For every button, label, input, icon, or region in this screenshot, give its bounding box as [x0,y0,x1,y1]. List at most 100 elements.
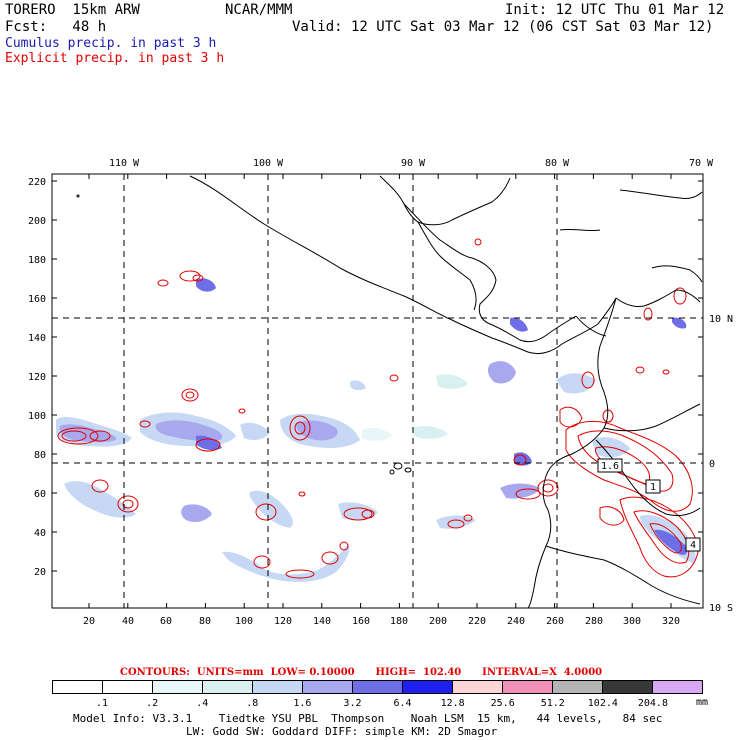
precip-contour [474,238,482,246]
plot-frame [51,173,704,609]
precip-contour [238,408,246,414]
precip-contour [619,496,699,578]
latlon-grid [52,174,703,608]
precip-area [514,452,532,466]
precip-contour [559,406,583,428]
contour-label-box [685,537,701,552]
x-tick-label: 220 [468,616,486,627]
precip-contour [61,430,87,442]
precip-area [487,361,516,384]
precip-contour [117,495,139,513]
color-legend [52,680,703,694]
contour-info: CONTOURS: UNITS=mm LOW= 0.10000 HIGH= 10… [120,667,603,678]
x-tick-label: 160 [352,616,370,627]
precip-area [338,502,378,520]
model-info-line1: Model Info: V3.3.1 Tiedtke YSU PBL Thomp… [73,712,663,725]
coastline [559,228,601,232]
coastline [651,265,703,283]
y-tick-label: 60 [34,489,46,500]
precip-contour [285,569,315,579]
precip-contour [321,551,339,565]
precip-contour [581,371,595,389]
precip-area [412,426,448,439]
y-tick-label: 180 [28,255,46,266]
x-tick-label: 40 [122,616,134,627]
precip-area [155,420,223,441]
legend-label: 3.2 [343,698,362,709]
precip-contour [195,438,221,452]
legend-swatch [53,681,103,693]
precip-contour [361,509,375,519]
coastline [417,221,477,311]
precip-area [672,317,687,329]
explicit-caption: Explicit precip. in past 3 h [5,51,225,66]
precip-contour [294,421,306,435]
legend-swatch [503,681,553,693]
legend-label: 102.4 [587,698,618,709]
legend-swatch [553,681,603,693]
x-tick-label: 320 [662,616,680,627]
contour-label: 1 [650,482,656,493]
y-tick-label: 120 [28,372,46,383]
y-tick-label: 40 [34,528,46,539]
precip-area [362,428,392,441]
precip-contour [565,421,693,512]
cumulus-precip-areas [56,278,696,582]
precip-contour [255,503,277,521]
coastline [619,189,703,199]
precip-area [350,380,366,391]
legend-swatch [353,681,403,693]
forecast-hour: Fcst: 48 h [5,19,107,35]
precip-contour [447,519,465,529]
x-tick-label: 120 [274,616,292,627]
coastline [603,403,701,432]
legend-label: .4 [196,698,209,709]
precip-contour [139,420,151,428]
precip-contour [298,491,306,497]
y-tick-label: 20 [34,567,46,578]
lon-label: 80 W [545,158,570,169]
x-tick-label: 200 [429,616,447,627]
x-tick-label: 240 [507,616,525,627]
y-tick-label: 200 [28,216,46,227]
x-tick-label: 260 [546,616,564,627]
precip-area [510,317,528,332]
contour-label-box [645,479,661,494]
legend-label: 1.6 [293,698,312,709]
precip-area [59,424,117,443]
precip-area [556,373,596,394]
precip-area [296,420,338,441]
legend-label: 51.2 [540,698,565,709]
legend-swatch [653,681,702,693]
legend-label: 204.8 [637,698,668,709]
tick-marks [52,174,703,608]
precip-contour [192,274,204,282]
coastline [393,462,403,470]
explicit-precip-contours [57,238,699,579]
lat-label: 10 S [709,603,733,614]
precip-area [222,544,350,582]
y-tick-label: 220 [28,177,46,188]
org-label: NCAR/MMM [225,2,293,18]
precip-contour [91,479,109,493]
y-axis: 220 200 180 160 140 120 100 80 60 40 20 [28,177,46,578]
lon-label: 70 W [689,158,714,169]
precip-contour [515,488,541,500]
precip-area [196,278,216,292]
legend-swatch [203,681,253,693]
lon-label: 110 W [109,158,140,169]
x-tick-label: 300 [623,616,641,627]
precip-contour [181,388,199,402]
model-title: TORERO 15km ARW [5,2,140,18]
coastline [379,175,511,226]
coastline [189,175,617,355]
precip-contour [339,541,349,551]
legend-swatch [103,681,153,693]
coastline [575,315,607,337]
precip-contour [643,307,653,321]
precip-contour [157,279,169,287]
precip-contour [463,514,473,522]
precip-area [500,483,540,499]
precip-contour [542,483,554,493]
